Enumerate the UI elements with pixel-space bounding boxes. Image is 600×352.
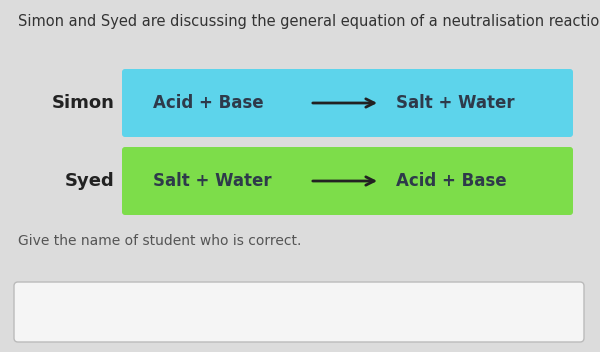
Text: Syed: Syed [65, 172, 115, 190]
Text: Acid + Base: Acid + Base [396, 172, 506, 190]
Text: Acid + Base: Acid + Base [153, 94, 263, 112]
Text: Salt + Water: Salt + Water [153, 172, 272, 190]
Text: Give the name of student who is correct.: Give the name of student who is correct. [18, 234, 301, 248]
Text: Simon and Syed are discussing the general equation of a neutralisation reaction.: Simon and Syed are discussing the genera… [18, 14, 600, 29]
Text: Salt + Water: Salt + Water [396, 94, 515, 112]
FancyBboxPatch shape [122, 147, 573, 215]
Text: Simon: Simon [52, 94, 115, 112]
FancyBboxPatch shape [14, 282, 584, 342]
FancyBboxPatch shape [122, 69, 573, 137]
